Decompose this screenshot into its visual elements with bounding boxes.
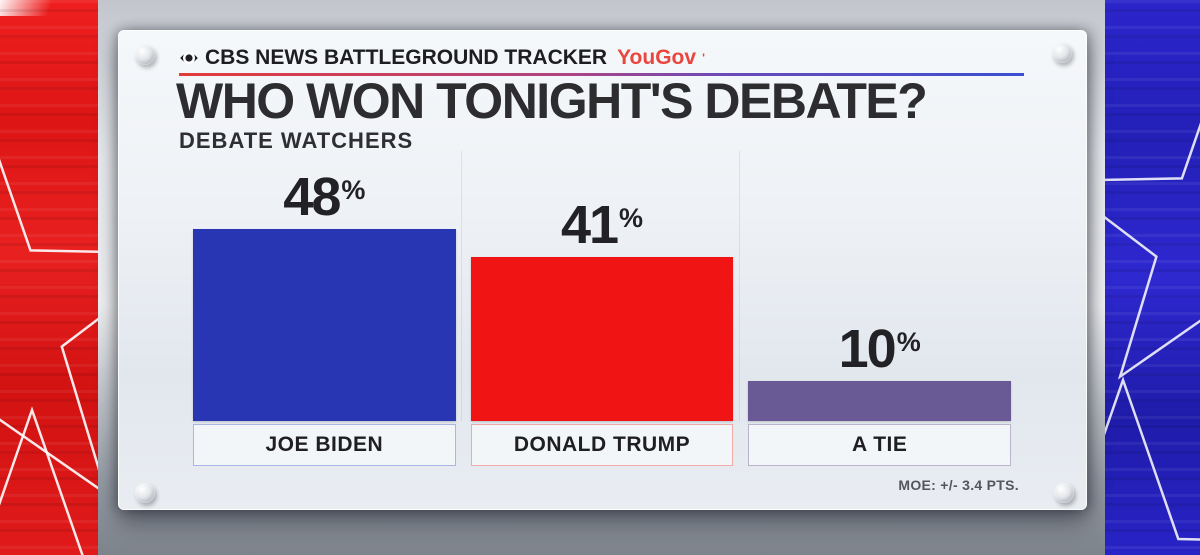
column-separator [739, 151, 740, 421]
bar [193, 229, 456, 421]
bar-chart: 48% 41% 10% [193, 156, 1012, 421]
screw-icon [135, 483, 155, 503]
category-labels: JOE BIDEN DONALD TRUMP A TIE [193, 424, 1012, 466]
screw-icon [1054, 483, 1074, 503]
partner-logo-text: YouGov [617, 46, 697, 69]
blue-flag-panel [1105, 0, 1200, 555]
moe-note: MOE: +/- 3.4 PTS. [898, 477, 1019, 493]
category-label: DONALD TRUMP [470, 424, 734, 466]
accent-underline [179, 73, 1024, 76]
bar-value-label: 48% [283, 167, 366, 228]
chart-column: 10% [748, 319, 1012, 421]
screw-icon [1052, 43, 1072, 63]
category-label: A TIE [748, 424, 1012, 466]
brand-text: CBS NEWS BATTLEGROUND TRACKER [205, 46, 608, 69]
star-decoration-right [1105, 122, 1200, 541]
bar [470, 257, 734, 421]
bar [748, 381, 1012, 421]
partner-trademark: ' [702, 51, 705, 65]
bar-value-label: 10% [838, 319, 921, 380]
page-subtitle: DEBATE WATCHERS [179, 128, 414, 153]
screw-icon [135, 45, 155, 65]
star-decoration-left [0, 158, 98, 555]
page-title: WHO WON TONIGHT'S DEBATE? [176, 73, 928, 129]
column-separator [461, 151, 462, 421]
chart-panel: CBS NEWS BATTLEGROUND TRACKER YouGov ' W… [118, 30, 1087, 510]
chart-column: 41% [470, 195, 734, 421]
bar-value-label: 41% [560, 195, 644, 256]
category-label: JOE BIDEN [193, 424, 456, 466]
chart-column: 48% [193, 167, 456, 421]
red-flag-panel [0, 0, 98, 555]
brand-header: CBS NEWS BATTLEGROUND TRACKER YouGov ' [179, 46, 705, 70]
cbs-eye-icon [180, 52, 198, 64]
